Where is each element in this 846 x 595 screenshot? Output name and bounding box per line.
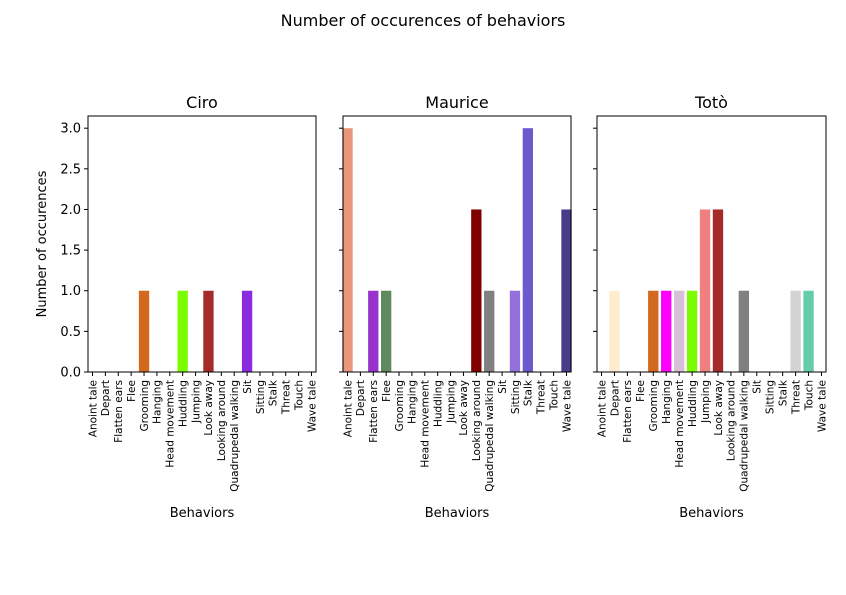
x-tick-label: Depart [100,380,112,416]
panel-title: Ciro [186,93,218,112]
chart-panel-1: Anoint tale Depart Flatten ears Flee Groomin… [339,93,573,521]
bar [686,290,698,372]
x-tick-label: Wave tale [561,380,573,432]
x-tick-label: Looking around [471,380,483,461]
x-tick-label: Threat [790,380,802,415]
x-tick-label: Head movement [165,380,177,468]
x-tick-label: Wave tale [306,380,318,432]
x-tick-label: Sit [497,380,509,394]
x-tick-label: Jumping [445,380,457,424]
y-tick-label: 3.0 [60,122,81,137]
x-tick-label: Huddling [177,380,189,427]
y-tick-label: 1.0 [60,284,81,299]
figure-title: Number of occurences of behaviors [281,11,566,30]
x-tick-label: Head movement [420,380,432,468]
x-tick-label: Touch [293,380,305,411]
x-tick-label: Hanging [661,380,673,424]
x-tick-label: Quadrupedal walking [484,380,496,492]
x-tick-label: Sitting [510,380,522,414]
plot-frame [87,115,317,373]
x-tick-label: Flee [381,380,393,402]
x-tick-label: Anoint tale [596,380,608,437]
bar [673,290,685,372]
x-tick-label: Flatten ears [113,380,125,443]
bar [699,209,711,372]
plot-frame [342,115,572,373]
x-tick-label: Threat [536,380,548,415]
x-tick-label: Quadrupedal walking [739,380,751,492]
x-tick-label: Flee [635,380,647,402]
bar [203,290,214,372]
x-tick-label: Hanging [152,380,164,424]
x-tick-label: Head movement [674,380,686,468]
x-axis-label: Behaviors [170,506,235,521]
x-tick-label: Stalk [777,379,789,406]
y-tick-label: 0.5 [60,325,81,340]
bar [471,209,482,372]
x-tick-label: Flatten ears [622,380,634,443]
plot-frame [596,115,827,373]
bar [738,290,750,372]
bar [609,290,620,372]
bar [177,290,188,372]
x-tick-label: Depart [609,380,621,416]
x-tick-label: Sit [242,380,254,394]
bar [790,290,801,372]
y-tick-label: 2.0 [60,203,81,218]
bar [381,290,392,372]
x-tick-label: Look away [458,380,470,436]
x-tick-label: Sitting [255,380,267,414]
x-tick-label: Jumping [700,380,712,424]
x-tick-label: Grooming [139,380,151,432]
bar [661,290,672,372]
x-tick-label: Looking around [216,380,228,461]
x-tick-label: Threat [281,380,293,415]
panel-title: Maurice [425,93,488,112]
bar [342,128,353,372]
x-tick-label: Hanging [407,380,419,424]
x-tick-label: Anoint tale [87,380,99,437]
x-tick-label: Touch [548,380,560,411]
x-axis-label: Behaviors [679,506,744,521]
bar [712,209,724,372]
x-tick-label: Looking around [726,380,738,461]
x-tick-label: Huddling [687,380,699,427]
x-tick-label: Flee [126,380,138,402]
bar [522,128,533,372]
x-tick-label: Quadrupedal walking [229,380,241,492]
x-tick-label: Jumping [190,380,202,424]
x-tick-label: Look away [203,380,215,436]
bar [138,290,150,372]
x-tick-label: Depart [355,380,367,416]
x-axis-label: Behaviors [425,506,490,521]
x-tick-label: Anoint tale [342,380,354,437]
x-tick-label: Grooming [648,380,660,432]
x-tick-label: Stalk [523,379,535,406]
x-tick-label: Look away [713,380,725,436]
x-tick-label: Stalk [268,379,280,406]
x-tick-label: Sitting [765,380,777,414]
bar [648,290,659,372]
x-tick-label: Grooming [394,380,406,432]
x-tick-label: Huddling [432,380,444,427]
bar [561,209,572,372]
bar [368,290,379,372]
x-tick-label: Touch [803,380,815,411]
x-tick-label: Sit [752,380,764,394]
x-tick-label: Wave tale [816,380,828,432]
y-tick-label: 0.0 [60,366,81,381]
y-axis-label: Number of occurences [35,170,50,317]
x-tick-label: Flatten ears [368,380,380,443]
y-tick-label: 2.5 [60,162,81,177]
bar [241,290,253,372]
y-tick-label: 1.5 [60,244,81,259]
bar [509,290,521,372]
chart-panel-2: Anoint tale Depart Flatten ears Flee Groomin… [593,93,828,521]
bar [484,290,495,372]
bar [803,290,814,372]
panel-title: Totò [694,93,728,112]
